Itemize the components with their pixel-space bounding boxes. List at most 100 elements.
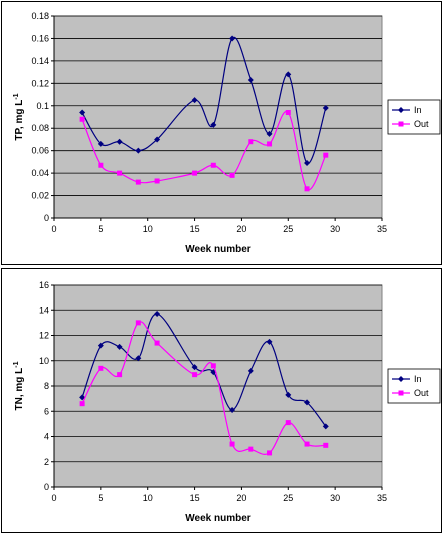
tn-legend-marker-out (398, 390, 404, 396)
tp-x-axis-title: Week number (185, 244, 250, 255)
tn-legend-label-in: In (414, 374, 422, 384)
tn-data-point-out (98, 365, 104, 371)
tn-data-point-in (135, 355, 142, 362)
tp-x-tick-label: 5 (98, 224, 103, 234)
tp-x-tick-label: 10 (143, 224, 153, 234)
tn-data-point-in (247, 367, 254, 374)
tn-data-point-out (248, 446, 254, 452)
tp-data-point-out (210, 162, 216, 168)
tp-data-point-out (98, 162, 104, 168)
tn-data-point-out (229, 441, 235, 447)
tn-y-tick-label: 10 (39, 356, 49, 366)
tn-data-point-out (154, 340, 160, 346)
tn-y-tick-label: 8 (44, 381, 49, 391)
tp-y-tick-label: 0.16 (31, 33, 49, 43)
tp-y-tick-label: 0.12 (31, 78, 49, 88)
tn-x-tick-label: 25 (283, 493, 293, 503)
tp-y-axis-unit-exponent: -1 (13, 93, 20, 99)
tp-data-point-out (267, 141, 273, 147)
tn-data-point-in (191, 364, 198, 371)
tp-data-point-out (117, 170, 123, 176)
tp-data-point-out (192, 170, 198, 176)
tn-legend-label-out: Out (414, 388, 429, 398)
tp-data-point-out (229, 172, 235, 178)
tp-chart-panel: 0 0.02 0.04 0.06 0.08 0.1 0.12 0.14 0.16 0.18 0 5 10… (1, 1, 442, 265)
tp-y-tick-label: 0.08 (31, 123, 49, 133)
tn-data-point-in (322, 423, 329, 430)
tp-x-tick-label: 35 (377, 224, 387, 234)
tp-data-point-in (154, 136, 161, 143)
tp-legend: In Out (387, 99, 441, 135)
tp-data-point-out (248, 139, 254, 145)
tn-chart: 0 2 4 6 8 10 12 14 16 0 5 10 15 20 25 30 35 Week number TN… (13, 280, 441, 524)
tn-x-tick-label: 20 (236, 493, 246, 503)
tn-series-in (79, 311, 329, 430)
tn-series-out (79, 320, 329, 456)
tn-chart-panel: 0 2 4 6 8 10 12 14 16 0 5 10 15 20 25 30 35 Week number TN… (1, 268, 442, 533)
tn-legend-marker-in (398, 376, 404, 382)
tp-data-point-in (229, 35, 236, 42)
tn-data-point-in (210, 369, 217, 376)
tn-data-point-in (266, 338, 273, 345)
tn-data-point-out (323, 442, 329, 448)
tn-data-point-in (79, 394, 86, 401)
tp-data-point-in (210, 121, 217, 128)
tp-data-point-in (191, 97, 198, 104)
tn-data-point-out (210, 363, 216, 369)
tn-data-point-in (285, 391, 292, 398)
tn-data-point-out (304, 441, 310, 447)
tn-y-tick-label: 14 (39, 305, 49, 315)
tp-legend-label-in: In (414, 105, 422, 115)
tp-data-point-in (135, 147, 142, 154)
tn-legend: In Out (387, 368, 441, 404)
tp-data-point-out (304, 186, 310, 192)
tn-y-tick-label: 2 (44, 457, 49, 467)
tp-data-point-out (323, 152, 329, 158)
tp-y-axis-title: TP, mg L-1 (13, 93, 25, 140)
tp-y-tick-label: 0 (44, 213, 49, 223)
tp-plot-area (53, 15, 383, 219)
tp-x-tick-label: 15 (190, 224, 200, 234)
tp-data-point-in (285, 71, 292, 78)
tn-data-point-out (117, 372, 123, 378)
tn-data-point-out (192, 372, 198, 378)
tn-x-tick-label: 35 (377, 493, 387, 503)
tp-series-out (79, 110, 329, 192)
tn-y-tick-label: 4 (44, 432, 49, 442)
tp-y-tick-label: 0.1 (36, 101, 49, 111)
tp-y-tick-label: 0.02 (31, 191, 49, 201)
tp-legend-box (387, 99, 441, 135)
tp-data-point-in (266, 130, 273, 137)
tn-data-point-out (135, 320, 141, 326)
tp-series-in (79, 35, 329, 167)
tp-data-point-in (116, 138, 123, 145)
tn-x-tick-label: 10 (143, 493, 153, 503)
tp-data-point-in (322, 105, 329, 112)
tn-data-point-in (97, 342, 104, 349)
tn-x-axis-title: Week number (185, 513, 250, 524)
tn-y-tick-label: 0 (44, 482, 49, 492)
tn-legend-box (387, 368, 441, 404)
tn-x-tick-label: 30 (330, 493, 340, 503)
tp-data-point-out (154, 178, 160, 184)
tp-data-point-out (135, 179, 141, 185)
tn-data-point-in (116, 343, 123, 350)
tp-x-tick-label: 25 (283, 224, 293, 234)
tp-x-tick-label: 0 (51, 224, 56, 234)
tp-y-tick-label: 0.14 (31, 56, 49, 66)
tn-x-tick-label: 0 (51, 493, 56, 503)
tp-data-point-in (247, 76, 254, 83)
tp-data-point-in (97, 140, 104, 147)
tp-y-tick-label: 0.06 (31, 146, 49, 156)
tn-y-tick-label: 6 (44, 406, 49, 416)
tn-y-tick-label: 16 (39, 280, 49, 290)
tp-data-point-in (79, 109, 86, 116)
tn-data-point-in (154, 311, 161, 318)
tp-legend-marker-in (398, 107, 404, 113)
tn-data-point-in (229, 406, 236, 413)
tn-y-axis-unit-exponent: -1 (13, 361, 20, 367)
tn-data-point-out (267, 450, 273, 456)
tn-data-point-in (304, 399, 311, 406)
tp-chart: 0 0.02 0.04 0.06 0.08 0.1 0.12 0.14 0.16 0.18 0 5 10… (13, 11, 441, 255)
tn-x-tick-label: 15 (190, 493, 200, 503)
